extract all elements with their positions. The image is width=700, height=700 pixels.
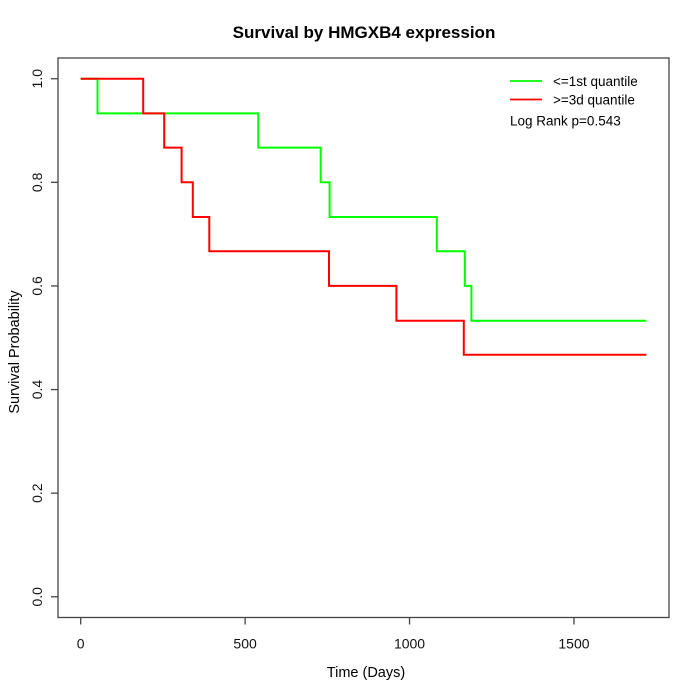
y-tick-label: 0.8	[29, 172, 45, 192]
km-curve-third-quantile	[80, 77, 647, 356]
y-tick-label: 0.6	[29, 276, 45, 296]
y-tick-label: 0.4	[29, 380, 45, 400]
x-tick-label: 1500	[558, 636, 589, 652]
axes: 0 500 1000 1500 0.0 0.2 0.4 0.6 0.8 1.0	[29, 57, 670, 652]
legend-label-third-quantile: >=3d quantile	[553, 93, 635, 108]
x-tick-label: 500	[233, 636, 257, 652]
plot-box	[57, 57, 670, 619]
x-tick-label: 1000	[394, 636, 425, 652]
log-rank-annotation: Log Rank p=0.543	[510, 114, 621, 129]
y-tick-label: 1.0	[29, 69, 45, 89]
y-axis-title: Survival Probability	[7, 290, 23, 414]
legend: <=1st quantile >=3d quantile Log Rank p=…	[510, 74, 638, 129]
x-tick-label: 0	[77, 636, 85, 652]
y-tick-label: 0.0	[29, 587, 45, 607]
legend-label-first-quantile: <=1st quantile	[553, 74, 638, 89]
km-curve-first-quantile	[80, 77, 647, 322]
chart-title: Survival by HMGXB4 expression	[233, 23, 496, 42]
curves	[80, 77, 647, 356]
y-tick-label: 0.2	[29, 483, 45, 503]
x-axis-title: Time (Days)	[327, 665, 405, 681]
